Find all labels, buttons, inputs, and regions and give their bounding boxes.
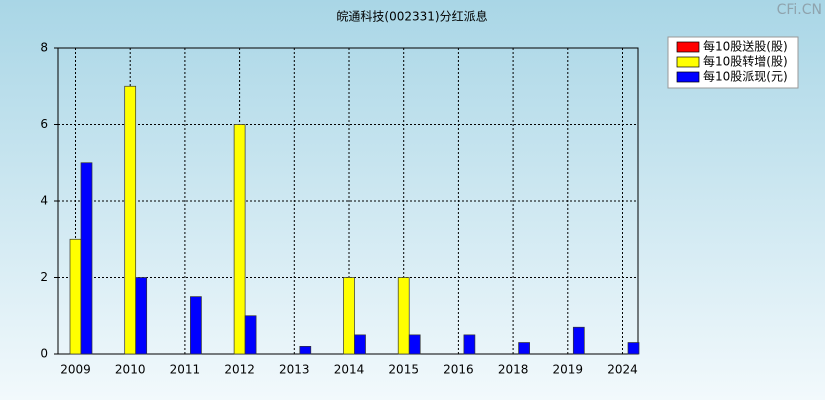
bar	[572, 326, 585, 355]
y-tick-label: 6	[40, 117, 48, 131]
bar	[397, 277, 410, 355]
legend-swatch	[676, 41, 700, 53]
y-tick-label: 4	[40, 194, 48, 208]
legend-swatch	[676, 71, 700, 83]
legend-swatch	[676, 56, 700, 68]
y-tick-label: 2	[40, 270, 48, 284]
bar	[463, 334, 476, 355]
x-tick-label: 2011	[170, 363, 201, 377]
chart-title: 皖通科技(002331)分红派息	[336, 9, 487, 24]
bar	[124, 85, 137, 355]
x-tick-label: 2016	[443, 363, 474, 377]
y-tick-label: 8	[40, 41, 48, 55]
bar	[244, 315, 257, 355]
x-tick-label: 2014	[334, 363, 365, 377]
x-tick-label: 2024	[607, 363, 638, 377]
bar	[408, 334, 421, 355]
bar	[518, 342, 530, 355]
legend-label: 每10股送股(股)	[703, 39, 788, 54]
legend-label: 每10股转增(股)	[703, 54, 788, 69]
x-tick-label: 2010	[115, 363, 146, 377]
bar	[354, 334, 366, 355]
x-tick-label: 2019	[553, 363, 584, 377]
bar	[135, 277, 148, 355]
bar	[190, 296, 202, 355]
bar	[233, 124, 246, 355]
x-tick-label: 2018	[498, 363, 529, 377]
bar	[627, 342, 640, 355]
x-tick-label: 2009	[60, 363, 91, 377]
bar	[80, 162, 93, 355]
x-tick-label: 2012	[224, 363, 255, 377]
x-tick-label: 2013	[279, 363, 310, 377]
legend-label: 每10股派现(元)	[703, 69, 788, 84]
watermark: CFi.CN	[777, 2, 822, 18]
y-tick-label: 0	[40, 347, 48, 361]
bar	[343, 277, 355, 355]
x-tick-label: 2015	[388, 363, 419, 377]
bar	[69, 238, 82, 355]
bar	[299, 346, 312, 355]
